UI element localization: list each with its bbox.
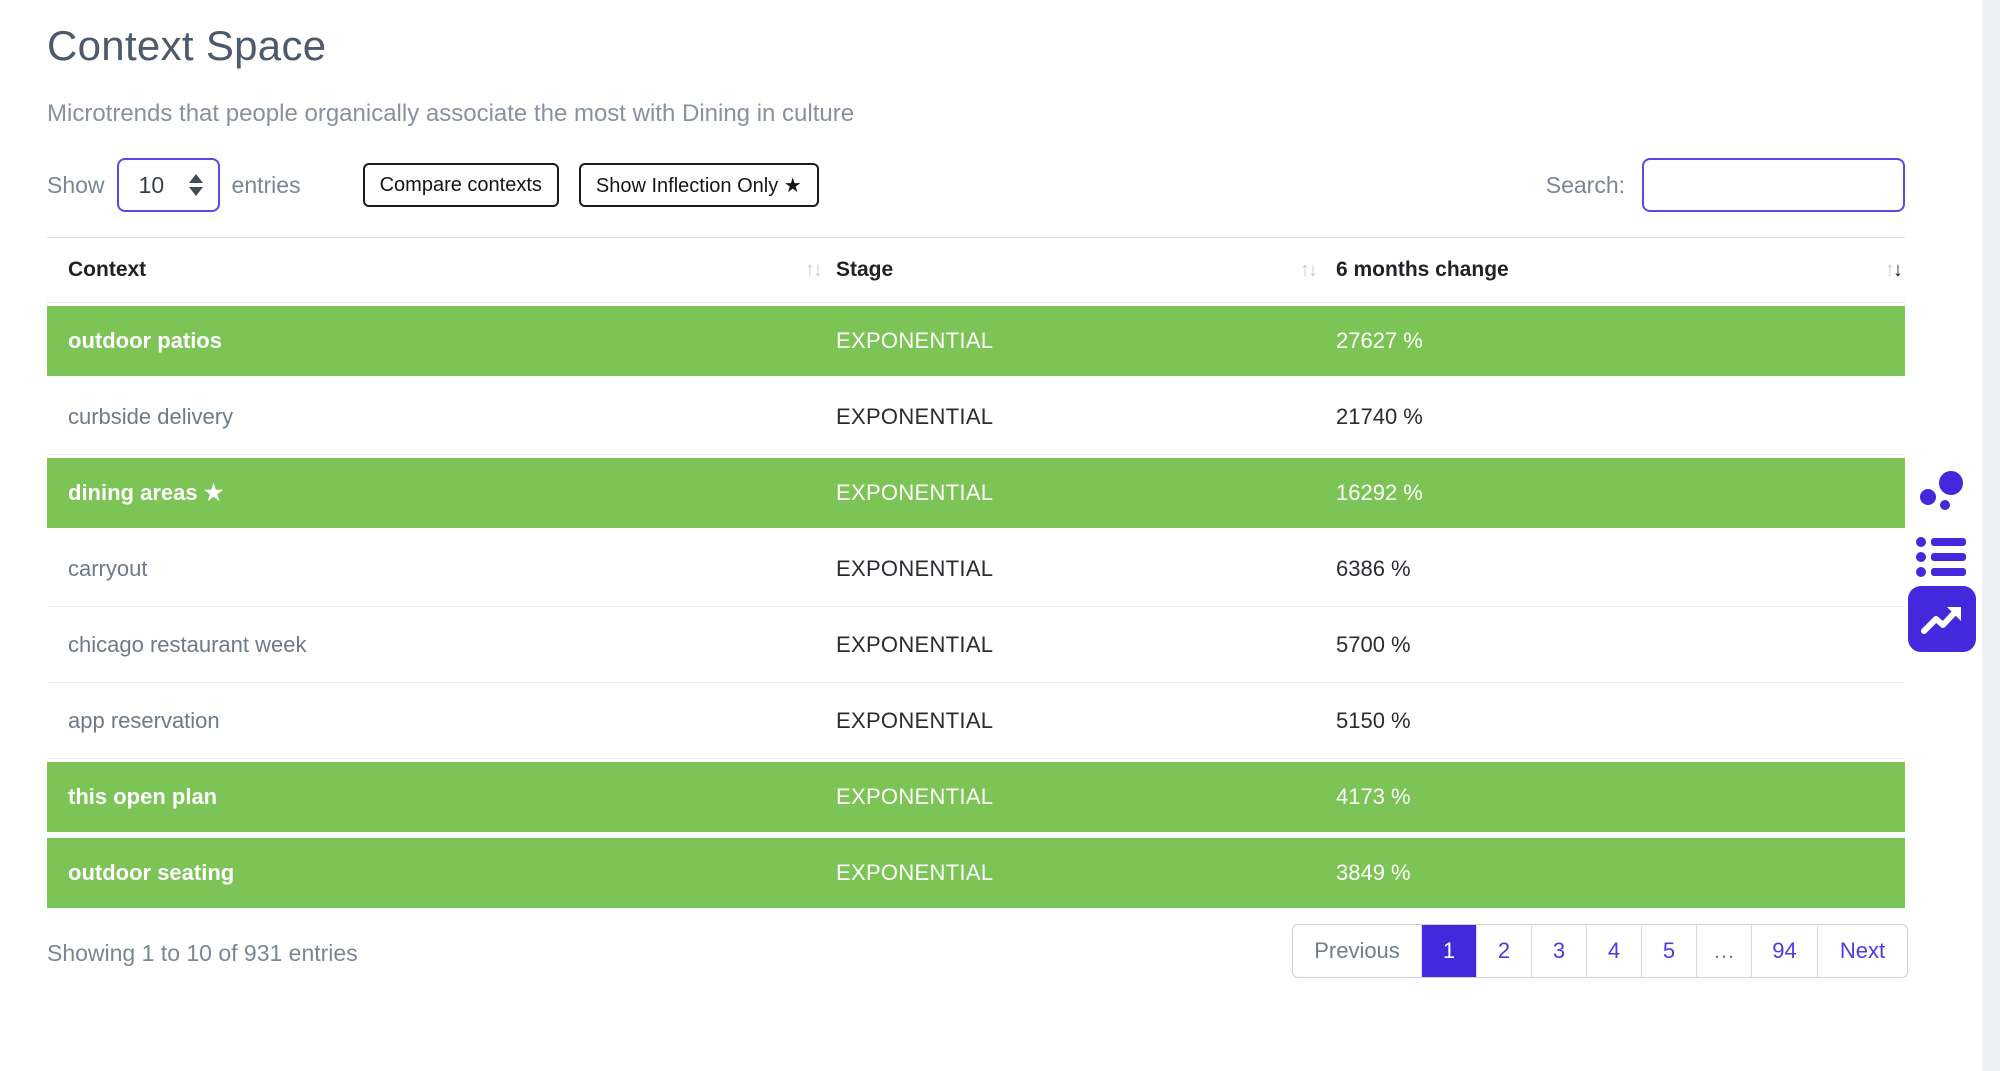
cell-stage: EXPONENTIAL (836, 328, 994, 353)
cell-stage: EXPONENTIAL (836, 403, 994, 429)
table-row[interactable]: dining areas ★ EXPONENTIAL 16292 % (47, 455, 1905, 531)
page-size-select[interactable]: 10 (116, 158, 220, 212)
pagination-page-2[interactable]: 2 (1476, 925, 1531, 977)
cell-change: 6386 % (1336, 555, 1411, 581)
cell-context: dining areas ★ (68, 480, 224, 505)
pagination-page-1[interactable]: 1 (1421, 925, 1476, 977)
search-label: Search: (1545, 171, 1625, 198)
search-group: Search: (1546, 158, 1905, 212)
cell-change: 21740 % (1336, 403, 1423, 429)
list-view-icon[interactable] (1916, 534, 1966, 580)
cell-stage: EXPONENTIAL (836, 860, 994, 885)
cell-stage: EXPONENTIAL (836, 480, 994, 505)
cell-context: carryout (68, 555, 148, 581)
table-row[interactable]: carryout EXPONENTIAL 6386 % (47, 531, 1905, 607)
page-scrollbar[interactable] (1982, 0, 2000, 1071)
cell-context: app reservation (68, 707, 220, 733)
cell-change: 5150 % (1336, 707, 1411, 733)
pagination-page-3[interactable]: 3 (1531, 925, 1586, 977)
cell-stage: EXPONENTIAL (836, 631, 994, 657)
cell-change: 3849 % (1336, 860, 1411, 885)
table-row[interactable]: app reservation EXPONENTIAL 5150 % (47, 683, 1905, 759)
search-input[interactable] (1642, 158, 1905, 212)
contexts-table: Context ↑↓ Stage ↑↓ 6 months change ↑↓ o… (47, 237, 1905, 911)
select-arrows-icon (188, 174, 203, 196)
cell-change: 16292 % (1336, 480, 1423, 505)
table-row[interactable]: outdoor seating EXPONENTIAL 3849 % (47, 835, 1905, 911)
pagination-page-94[interactable]: 94 (1751, 925, 1817, 977)
trending-up-icon (1921, 607, 1961, 634)
column-header-context[interactable]: Context ↑↓ (68, 258, 823, 281)
entries-summary: Showing 1 to 10 of 931 entries (47, 940, 358, 966)
sort-icon: ↑↓ (1300, 258, 1318, 281)
cell-stage: EXPONENTIAL (836, 784, 994, 809)
table-row[interactable]: chicago restaurant week EXPONENTIAL 5700… (47, 607, 1905, 683)
trend-chart-button[interactable] (1908, 586, 1976, 652)
entries-label: entries (231, 171, 301, 198)
column-header-6-months-change[interactable]: 6 months change ↑↓ (1336, 258, 1903, 281)
table-row[interactable]: outdoor patios EXPONENTIAL 27627 % (47, 303, 1905, 379)
cell-context: chicago restaurant week (68, 631, 307, 657)
show-inflection-only-button[interactable]: Show Inflection Only ★ (578, 163, 819, 207)
cell-change: 27627 % (1336, 328, 1423, 353)
page-title: Context Space (47, 22, 327, 69)
table-controls: Show 10 entries Compare contexts Show In… (47, 158, 819, 212)
table-row[interactable]: curbside delivery EXPONENTIAL 21740 % (47, 379, 1905, 455)
column-header-stage[interactable]: Stage ↑↓ (836, 258, 1318, 281)
cell-change: 5700 % (1336, 631, 1411, 657)
cell-stage: EXPONENTIAL (836, 707, 994, 733)
bubble-chart-icon[interactable] (1918, 470, 1964, 514)
pagination-page-4[interactable]: 4 (1586, 925, 1641, 977)
table-row[interactable]: this open plan EXPONENTIAL 4173 % (47, 759, 1905, 835)
cell-context: this open plan (68, 784, 218, 809)
pagination: Previous 1 2 3 4 5 … 94 Next (1292, 924, 1908, 978)
sort-icon: ↑↓ (805, 258, 823, 281)
pagination-next-button[interactable]: Next (1817, 925, 1907, 977)
show-label: Show (47, 171, 105, 198)
cell-stage: EXPONENTIAL (836, 555, 994, 581)
pagination-previous-button[interactable]: Previous (1314, 938, 1400, 963)
cell-context: outdoor seating (68, 860, 235, 885)
pagination-page-5[interactable]: 5 (1641, 925, 1696, 977)
table-header-row: Context ↑↓ Stage ↑↓ 6 months change ↑↓ (47, 237, 1905, 303)
cell-context: outdoor patios (68, 328, 222, 353)
pagination-ellipsis: … (1696, 925, 1751, 977)
compare-contexts-button[interactable]: Compare contexts (362, 163, 559, 207)
cell-context: curbside delivery (68, 403, 234, 429)
page-subtitle: Microtrends that people organically asso… (47, 100, 855, 127)
sort-icon: ↑↓ (1885, 258, 1903, 281)
cell-change: 4173 % (1336, 784, 1411, 809)
page-size-value: 10 (138, 171, 165, 198)
